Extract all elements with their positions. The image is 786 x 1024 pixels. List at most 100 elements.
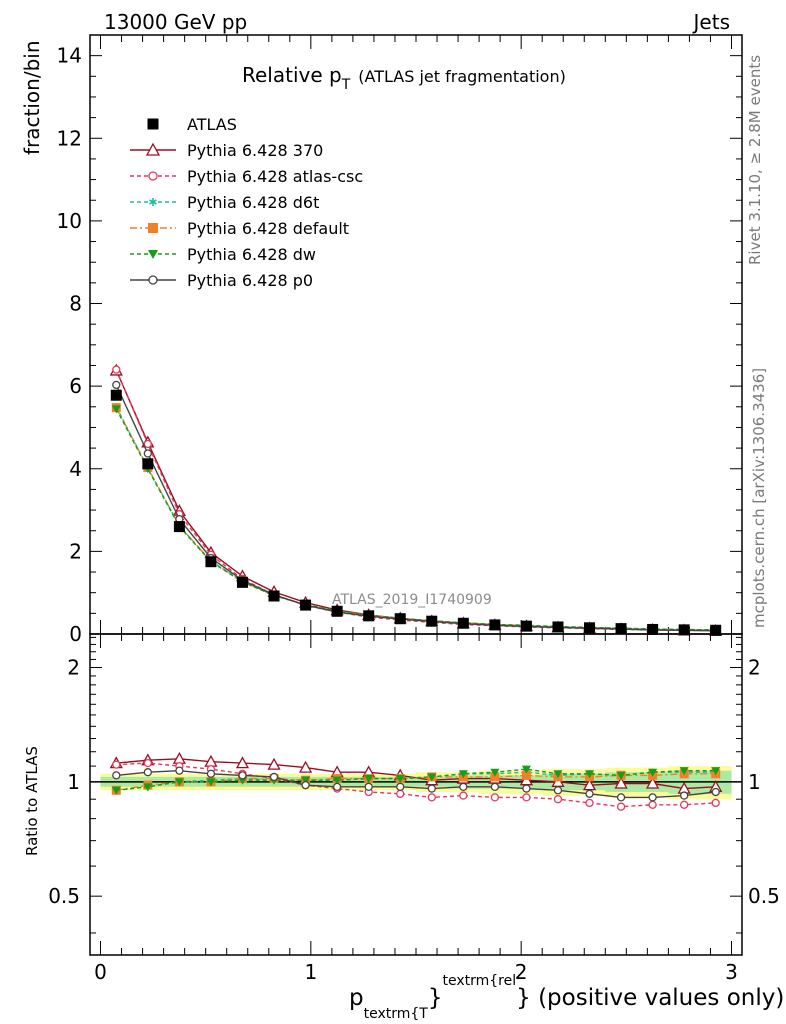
main-title: Relative pT (ATLAS jet fragmentation): [242, 63, 566, 93]
ratio-point-pythia-6-428-dw: [174, 778, 184, 787]
ratio-point-pythia-6-428-dw: [458, 770, 468, 779]
ratio-point-pythia-6-428-atlas-csc: [711, 798, 720, 808]
analysis-watermark: ATLAS_2019_I1740909: [332, 592, 492, 608]
ratio-point-pythia-6-428-dw: [427, 773, 437, 782]
ratio-point-pythia-6-428-p0: [175, 766, 184, 775]
ratio-point-pythia-6-428-p0: [427, 784, 436, 793]
point-pythia-6-428-p0: [112, 380, 121, 390]
ratio-y-tick-label-right: 0.5: [748, 884, 780, 908]
point-atlas: [426, 615, 438, 627]
point-atlas: [615, 623, 627, 635]
ratio-point-pythia-6-428-p0: [301, 781, 310, 790]
legend-marker-pythia-6-428-d6t-stroke: [149, 199, 157, 205]
title-sub: T: [341, 77, 351, 93]
point-atlas: [647, 623, 659, 635]
ratio-point-pythia-6-428-atlas-csc: [490, 793, 500, 802]
main-y-tick-label: 10: [57, 209, 82, 233]
ratio-point-pythia-6-428-dw: [521, 765, 531, 774]
header-right: Jets: [692, 10, 730, 34]
ratio-uncertainty-band: [100, 766, 732, 800]
ratio-point-pythia-6-428-370: [614, 776, 628, 789]
ratio-point-pythia-6-428-dw: [616, 771, 626, 780]
ratio-point-pythia-6-428-p0: [616, 793, 626, 802]
ratio-point-pythia-6-428-atlas-csc: [648, 800, 657, 809]
legend: ATLAS Pythia 6.428 370 Pythia 6.428 atlas-…: [130, 115, 363, 290]
series-line-pythia-6-428-atlas-csc: [115, 369, 716, 632]
main-y-tick-label: 4: [69, 457, 82, 481]
ratio-point-pythia-6-428-atlas-csc: [459, 791, 468, 800]
ratio-point-pythia-6-428-p0: [112, 771, 121, 780]
ratio-point-pythia-6-428-atlas-csc: [396, 789, 405, 798]
ratio-y-tick-label-right: 1: [748, 770, 761, 794]
ratio-point-pythia-6-428-atlas-csc: [522, 793, 531, 802]
legend-marker-pythia-6-428-dw: [148, 250, 158, 259]
title-rest: (ATLAS jet fragmentation): [358, 67, 566, 86]
legend-label-pythia-6-428-atlas-csc: Pythia 6.428 atlas-csc: [187, 167, 363, 186]
point-atlas: [457, 617, 469, 629]
ratio-point-pythia-6-428-dw: [553, 770, 563, 779]
rivet-label: Rivet 3.1.10, ≥ 2.8M events: [746, 55, 764, 265]
ratio-point-pythia-6-428-p0: [459, 782, 468, 791]
main-y-axis: 0 2 4 6 8 10 12 14: [57, 34, 742, 646]
ratio-y-axis: 0.5 0.5 1 1 2 2: [48, 636, 780, 934]
main-y-tick-label: 0: [69, 622, 82, 646]
point-atlas: [236, 576, 248, 588]
point-atlas: [520, 620, 532, 632]
ratio-y-tick-label-right: 2: [748, 655, 761, 679]
point-atlas: [205, 556, 217, 568]
title-main: Relative p: [242, 63, 342, 87]
ratio-point-pythia-6-428-dw: [143, 783, 153, 792]
ratio-point-pythia-6-428-370: [235, 756, 250, 769]
ratio-point-pythia-6-428-dw: [332, 776, 342, 785]
point-pythia-6-428-atlas-csc: [143, 439, 152, 449]
ratio-point-pythia-6-428-atlas-csc: [553, 795, 563, 804]
ratio-point-pythia-6-428-p0: [143, 768, 152, 777]
ratio-point-pythia-6-428-dw: [206, 778, 216, 787]
ratio-point-pythia-6-428-atlas-csc: [112, 760, 121, 769]
ratio-point-pythia-6-428-dw: [679, 767, 689, 776]
ratio-y-tick-label: 0.5: [48, 884, 80, 908]
ratio-point-pythia-6-428-p0: [269, 772, 279, 782]
main-y-tick-label: 8: [69, 292, 82, 316]
mcplots-label: mcplots.cern.ch [arXiv:1306.3436]: [750, 368, 768, 628]
ratio-point-pythia-6-428-atlas-csc: [585, 798, 594, 808]
point-atlas: [300, 599, 312, 611]
legend-marker-pythia-6-428-d6t: [149, 198, 157, 206]
ratio-point-pythia-6-428-p0: [711, 787, 720, 797]
ratio-point-pythia-6-428-370: [646, 776, 660, 789]
legend-marker-atlas: [147, 118, 159, 130]
x-axis-title: ptextrm{T}textrm{rel} (positive values o…: [349, 973, 784, 1022]
legend-label-pythia-6-428-p0: Pythia 6.428 p0: [187, 271, 313, 290]
point-atlas: [363, 610, 375, 622]
point-atlas: [489, 619, 501, 631]
ratio-point-pythia-6-428-atlas-csc: [143, 758, 152, 768]
ratio-point-pythia-6-428-dw: [648, 768, 658, 777]
ratio-point-pythia-6-428-p0: [490, 782, 500, 791]
xlabel-mid: }: [428, 985, 443, 1011]
xlabel-rest: } (positive values only): [516, 985, 784, 1011]
ratio-point-pythia-6-428-atlas-csc: [427, 793, 436, 802]
ratio-point-pythia-6-428-p0: [553, 786, 563, 795]
ratio-point-pythia-6-428-p0: [364, 782, 373, 791]
main-y-tick-label: 12: [57, 126, 82, 150]
point-pythia-6-428-p0: [143, 449, 152, 458]
main-y-tick-label: 2: [69, 539, 82, 563]
ratio-point-pythia-6-428-p0: [648, 793, 657, 802]
ratio-point-pythia-6-428-dw: [490, 768, 500, 777]
point-atlas: [268, 590, 280, 602]
xlabel-sub: textrm{T: [364, 1006, 429, 1022]
ratio-point-pythia-6-428-dw: [395, 775, 405, 784]
ratio-point-pythia-6-428-p0: [206, 769, 216, 778]
ratio-series-layer: [109, 751, 723, 811]
x-tick-label: 3: [725, 960, 738, 984]
ratio-line-pythia-6-428-dw: [116, 768, 716, 791]
main-y-tick-label: 14: [57, 44, 82, 68]
header-left: 13000 GeV pp: [104, 10, 247, 34]
ratio-point-pythia-6-428-default: [490, 772, 500, 782]
ratio-point-pythia-6-428-370: [172, 751, 186, 764]
x-axis: 0 1 2 3: [94, 634, 738, 984]
point-pythia-6-428-atlas-csc: [112, 365, 121, 374]
legend-marker-pythia-6-428-p0: [148, 275, 158, 285]
x-tick-label: 0: [94, 960, 107, 984]
ratio-point-pythia-6-428-p0: [238, 771, 247, 780]
